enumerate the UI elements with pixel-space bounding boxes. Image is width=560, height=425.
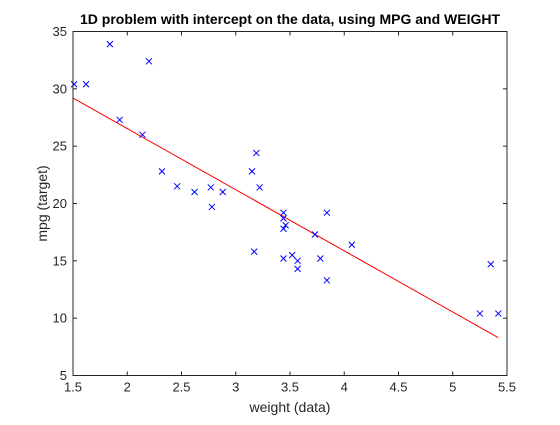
data-point [253,149,260,157]
y-tick-label: 10 [53,311,67,326]
data-point-stroke-b [248,168,256,175]
data-point-stroke-b [219,188,227,196]
data-point-stroke-b [280,209,287,217]
data-point [82,80,90,88]
data-point-stroke-b [280,255,287,262]
x-tick-label: 3 [232,380,239,395]
y-tick-label: 35 [53,24,67,39]
data-point [280,225,287,233]
chart-title: 1D problem with intercept on the data, u… [80,11,500,27]
data-point-stroke-b [348,241,356,249]
data-point [256,184,263,191]
data-point-stroke-b [317,255,324,262]
data-point [323,276,331,284]
data-point [116,116,124,124]
y-tick-label: 15 [53,253,67,268]
x-tick-label: 2 [124,380,131,395]
data-point-stroke-b [282,221,290,229]
data-point [294,257,301,265]
y-tick-label: 30 [53,81,67,96]
data-point-stroke-b [294,265,301,273]
data-point-stroke-b [494,310,502,317]
data-point [294,265,301,273]
y-tick-label: 25 [53,139,67,154]
marks-layer [70,40,502,339]
data-point [487,260,495,268]
data-point [139,131,146,139]
x-tick-label: 4.5 [389,380,407,395]
x-tick-label: 3.5 [281,380,299,395]
data-point-stroke-b [280,215,287,222]
data-point [280,255,287,262]
data-point-stroke-b [311,231,319,238]
data-point-stroke-b [487,260,495,268]
data-point [207,184,215,191]
data-point-stroke-b [106,40,114,48]
data-point [348,241,356,249]
x-tick-label: 4 [341,380,348,395]
data-point-stroke-b [158,168,166,175]
data-point-stroke-b [116,116,124,124]
data-point [219,188,227,196]
data-point-stroke-b [253,149,260,157]
data-point-stroke-b [250,248,258,256]
data-point-stroke-b [82,80,90,88]
data-point [70,80,78,88]
data-point-stroke-b [139,131,146,139]
data-point [288,251,296,259]
data-point [476,310,484,317]
data-point-stroke-b [208,203,216,211]
x-tick-label: 1.5 [64,380,82,395]
data-point-stroke-b [173,182,181,190]
data-point [323,209,331,217]
y-tick-label: 5 [60,368,67,383]
data-point-stroke-b [294,257,301,265]
data-point [208,203,216,211]
data-point [173,182,181,190]
x-tick-label: 5.5 [498,380,516,395]
y-axis-label: mpg (target) [34,165,50,241]
data-point [280,209,287,217]
data-point [494,310,502,317]
x-tick-label: 5 [449,380,456,395]
data-point [158,168,166,175]
data-point [250,248,258,256]
data-point-stroke-b [323,209,331,217]
data-point [248,168,256,175]
data-point-stroke-b [280,225,287,233]
data-point-stroke-b [70,80,78,88]
data-point [106,40,114,48]
data-point-stroke-b [145,57,153,65]
data-point-stroke-b [476,310,484,317]
data-point [311,231,319,238]
data-point-stroke-b [288,251,296,259]
data-point [191,188,198,196]
data-point [280,215,287,222]
fit-line [72,97,499,339]
x-axis-label: weight (data) [249,399,331,415]
data-point [282,221,290,229]
plot-area [73,31,507,376]
x-tick-label: 2.5 [172,380,190,395]
y-tick-label: 20 [53,196,67,211]
data-point-stroke-b [323,276,331,284]
axes-layer: 1.5 2 2.5 3 3.5 4 4.5 5 5.5 5 10 15 20 25 30 35 [53,24,517,395]
data-point-stroke-b [207,184,215,191]
data-point [317,255,324,262]
data-point-stroke-b [256,184,263,191]
data-point [145,57,153,65]
data-point-stroke-b [191,188,198,196]
